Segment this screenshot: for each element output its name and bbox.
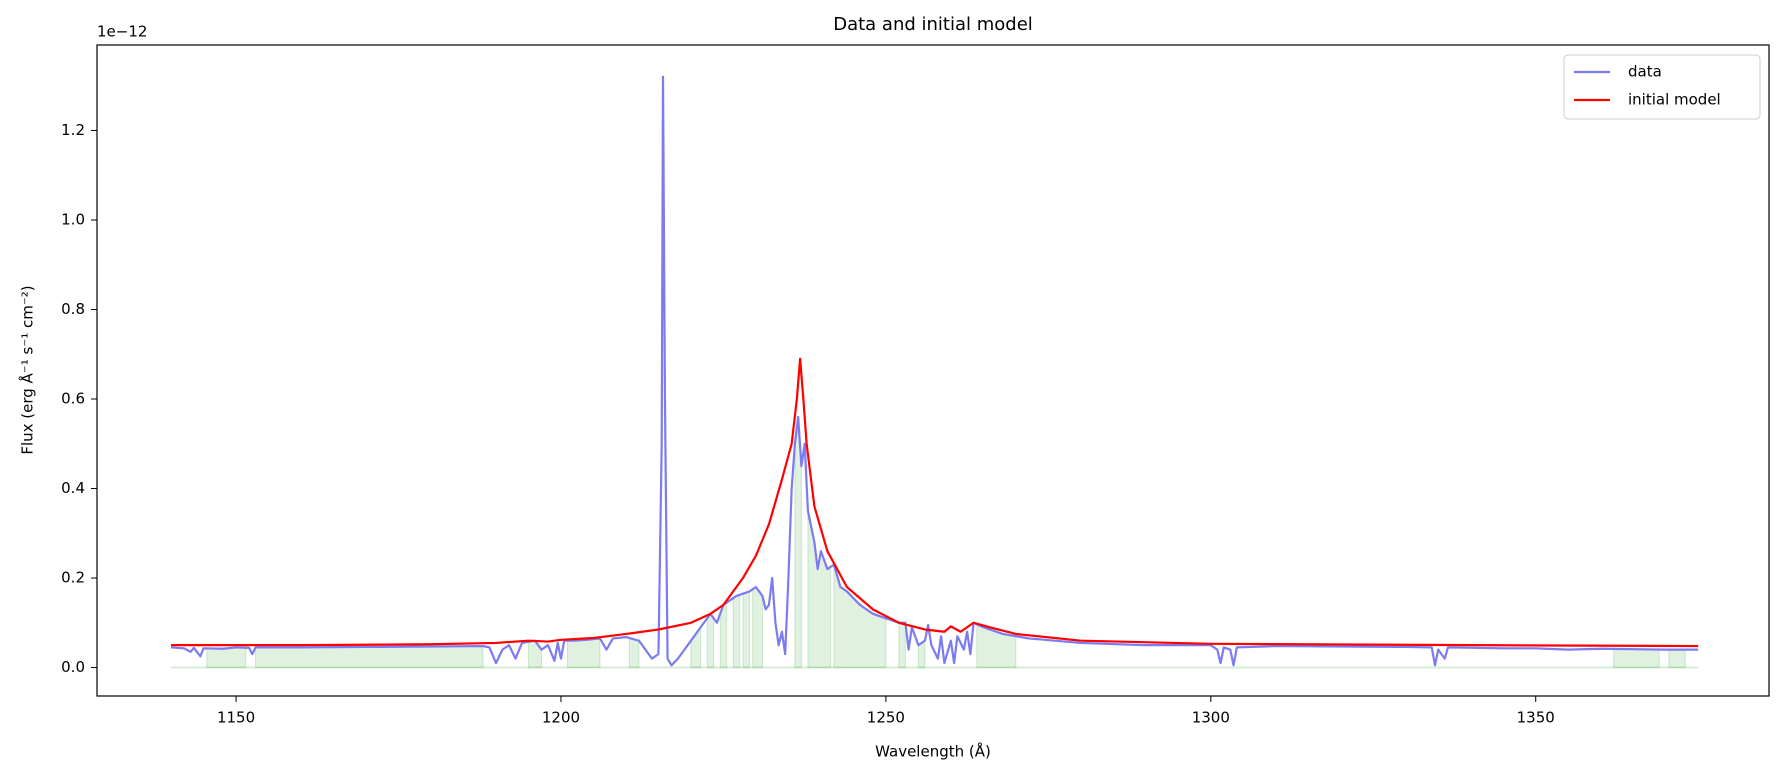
y-tick-label: 1.0 (61, 210, 85, 228)
y-tick-label: 0.6 (61, 390, 85, 408)
shaded-region (752, 586, 763, 669)
legend: data initial model (1563, 54, 1761, 120)
shaded-region (742, 590, 750, 669)
x-tick-label: 1150 (217, 709, 255, 727)
y-axis-label: Flux (erg Å⁻¹ s⁻¹ cm⁻²) (18, 285, 37, 454)
y-offset-text: 1e−12 (97, 23, 147, 41)
series-line (171, 357, 1699, 648)
shaded-region (1668, 649, 1686, 669)
shaded-region (732, 594, 741, 669)
y-tick-label: 0.8 (61, 300, 85, 318)
y-tick-label: 0.0 (61, 658, 85, 676)
x-tick-label: 1300 (1192, 709, 1230, 727)
shaded-region (566, 637, 601, 669)
legend-box (1563, 54, 1761, 120)
shaded-region (255, 645, 484, 669)
shaded-region (527, 640, 542, 669)
x-tick-label: 1250 (867, 709, 905, 727)
shaded-region (706, 612, 715, 669)
chart-title: Data and initial model (833, 14, 1033, 35)
legend-label: initial model (1628, 91, 1721, 109)
shaded-region (628, 637, 640, 669)
shaded-region (898, 622, 906, 669)
plot-area (171, 75, 1699, 669)
shaded-region (807, 510, 832, 669)
x-tick-label: 1200 (542, 709, 580, 727)
y-tick-label: 1.2 (61, 121, 85, 139)
y-tick-label: 0.2 (61, 569, 85, 587)
series-line (171, 75, 1699, 667)
shaded-region (1613, 648, 1660, 669)
y-tick-label: 0.4 (61, 479, 85, 497)
legend-label: data (1628, 63, 1662, 81)
axes-frame (96, 44, 1770, 697)
shaded-region (206, 646, 247, 669)
x-tick-label: 1350 (1517, 709, 1555, 727)
x-axis-label: Wavelength (Å) (875, 742, 991, 761)
